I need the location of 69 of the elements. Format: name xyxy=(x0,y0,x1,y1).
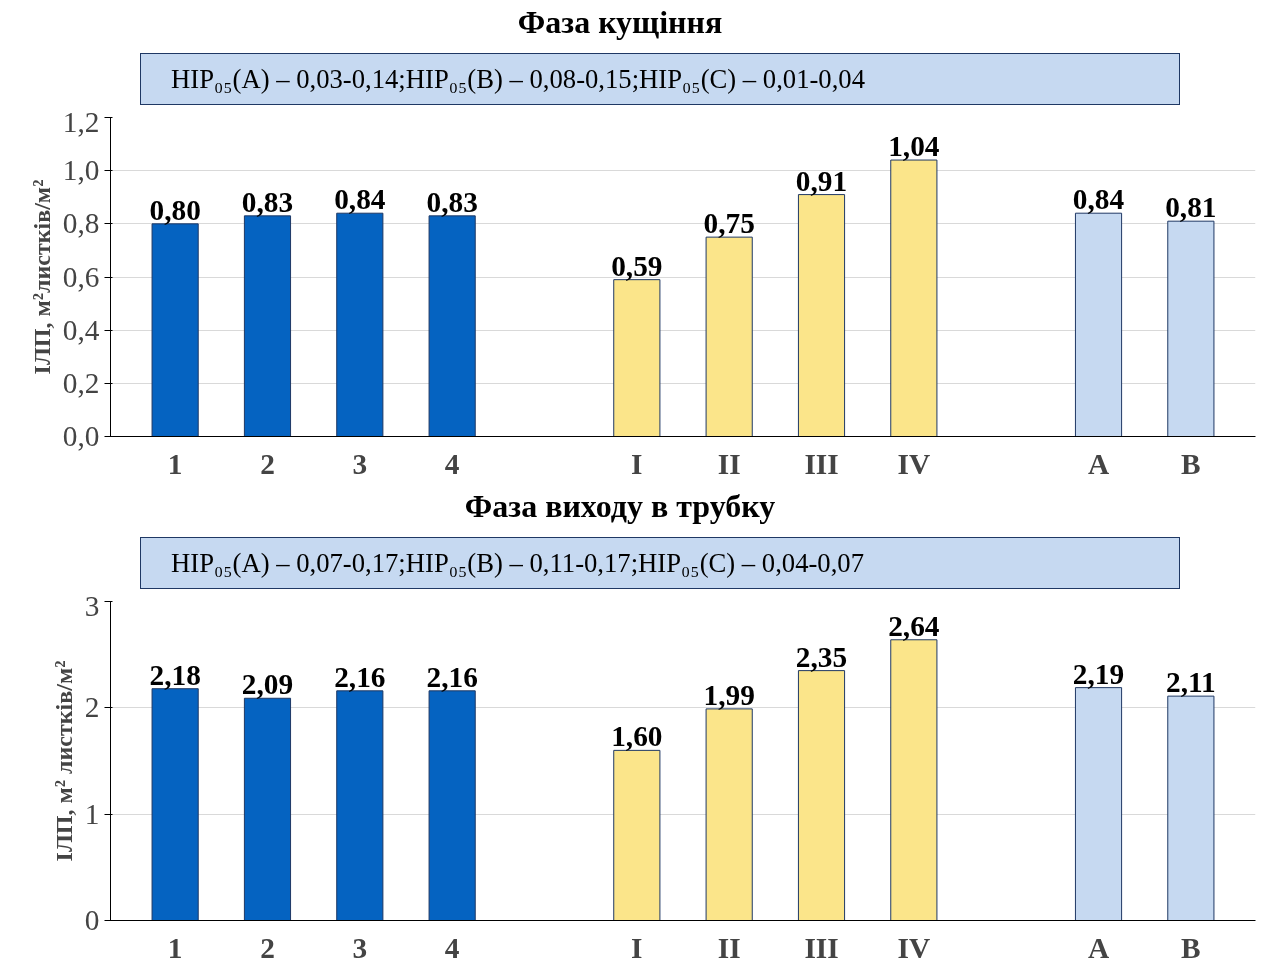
x-tick-label: 1 xyxy=(167,931,183,964)
bar xyxy=(243,215,292,437)
data-label: 0,59 xyxy=(611,249,663,282)
data-label: 0,81 xyxy=(1165,190,1217,223)
data-label: 0,84 xyxy=(334,183,386,215)
x-tick-label: B xyxy=(1181,447,1201,480)
x-tick-label: 3 xyxy=(352,931,368,964)
text: НІР₀₅(C) – 0,01-0,04 xyxy=(639,63,865,94)
x-tick-label: B xyxy=(1181,931,1201,964)
x-tick-label: 2 xyxy=(260,931,275,964)
data-label: 2,18 xyxy=(149,658,201,691)
data-label: 0,75 xyxy=(703,206,755,239)
chart-title: Фаза кущіння xyxy=(517,3,723,42)
y-tick-label: 0,2 xyxy=(62,366,100,399)
y-tick-label: 0,6 xyxy=(62,260,100,293)
x-tick-label: III xyxy=(804,931,839,964)
data-label: 2,11 xyxy=(1166,665,1216,698)
x-tick-label: 3 xyxy=(352,447,368,480)
y-tick-label: 1,0 xyxy=(62,153,100,186)
x-tick-label: IV xyxy=(897,447,931,480)
text: НІР₀₅(C) – 0,04-0,07 xyxy=(638,547,865,578)
bar xyxy=(705,236,753,437)
x-tick-label: A xyxy=(1087,447,1110,480)
text: НІР₀₅(B) – 0,11-0,17; xyxy=(405,547,639,578)
y-tick-label: 0,4 xyxy=(62,313,100,346)
y-axis-title: ІЛП, м²листків/м² xyxy=(28,179,55,375)
bar xyxy=(890,159,938,437)
data-label: 2,16 xyxy=(334,660,386,693)
data-label: 2,19 xyxy=(1072,657,1125,690)
x-tick-label: II xyxy=(717,447,741,480)
y-tick-label: 3 xyxy=(84,589,100,622)
chart-title: Фаза виходу в трубку xyxy=(464,486,776,526)
text: НІР₀₅(B) – 0,08-0,15; xyxy=(405,63,640,94)
bar xyxy=(151,223,199,437)
data-label: 1,99 xyxy=(703,678,755,711)
x-tick-label: 2 xyxy=(260,447,275,480)
text: НІР₀₅(A) – 0,03-0,14; xyxy=(171,63,406,94)
y-tick-label: 0 xyxy=(84,903,100,936)
y-tick-label: 1 xyxy=(84,797,100,830)
x-tick-label: 4 xyxy=(444,447,460,480)
y-axis-title: ІЛП, м² листків/м² xyxy=(50,660,77,862)
data-label: 0,80 xyxy=(149,193,201,226)
y-tick-label: 0,8 xyxy=(62,207,100,240)
y-tick-label: 1,2 xyxy=(62,105,100,138)
data-label: 2,64 xyxy=(888,609,940,642)
x-tick-label: I xyxy=(631,447,643,480)
data-label: 0,91 xyxy=(795,164,848,197)
data-label: 0,83 xyxy=(241,185,294,218)
bar xyxy=(428,215,476,437)
data-label: 1,60 xyxy=(611,719,663,752)
bar xyxy=(1167,220,1215,437)
x-tick-label: 4 xyxy=(444,931,460,964)
text: НІР₀₅(A) – 0,07-0,17; xyxy=(171,547,406,578)
x-tick-label: II xyxy=(717,931,741,964)
data-label: 1,04 xyxy=(888,129,940,162)
x-tick-label: I xyxy=(631,931,643,964)
bar xyxy=(336,212,384,437)
bar xyxy=(1074,212,1123,437)
x-tick-label: III xyxy=(804,447,839,480)
y-tick-label: 2 xyxy=(84,690,100,723)
x-tick-label: A xyxy=(1087,931,1110,964)
data-label: 2,35 xyxy=(795,640,848,673)
y-tick-label: 0,0 xyxy=(62,419,100,452)
data-label: 2,16 xyxy=(426,660,478,693)
data-label: 0,84 xyxy=(1072,183,1125,215)
data-label: 2,09 xyxy=(241,667,294,700)
data-label: 0,83 xyxy=(426,185,478,218)
x-tick-label: 1 xyxy=(167,447,183,480)
x-tick-label: IV xyxy=(897,931,931,964)
